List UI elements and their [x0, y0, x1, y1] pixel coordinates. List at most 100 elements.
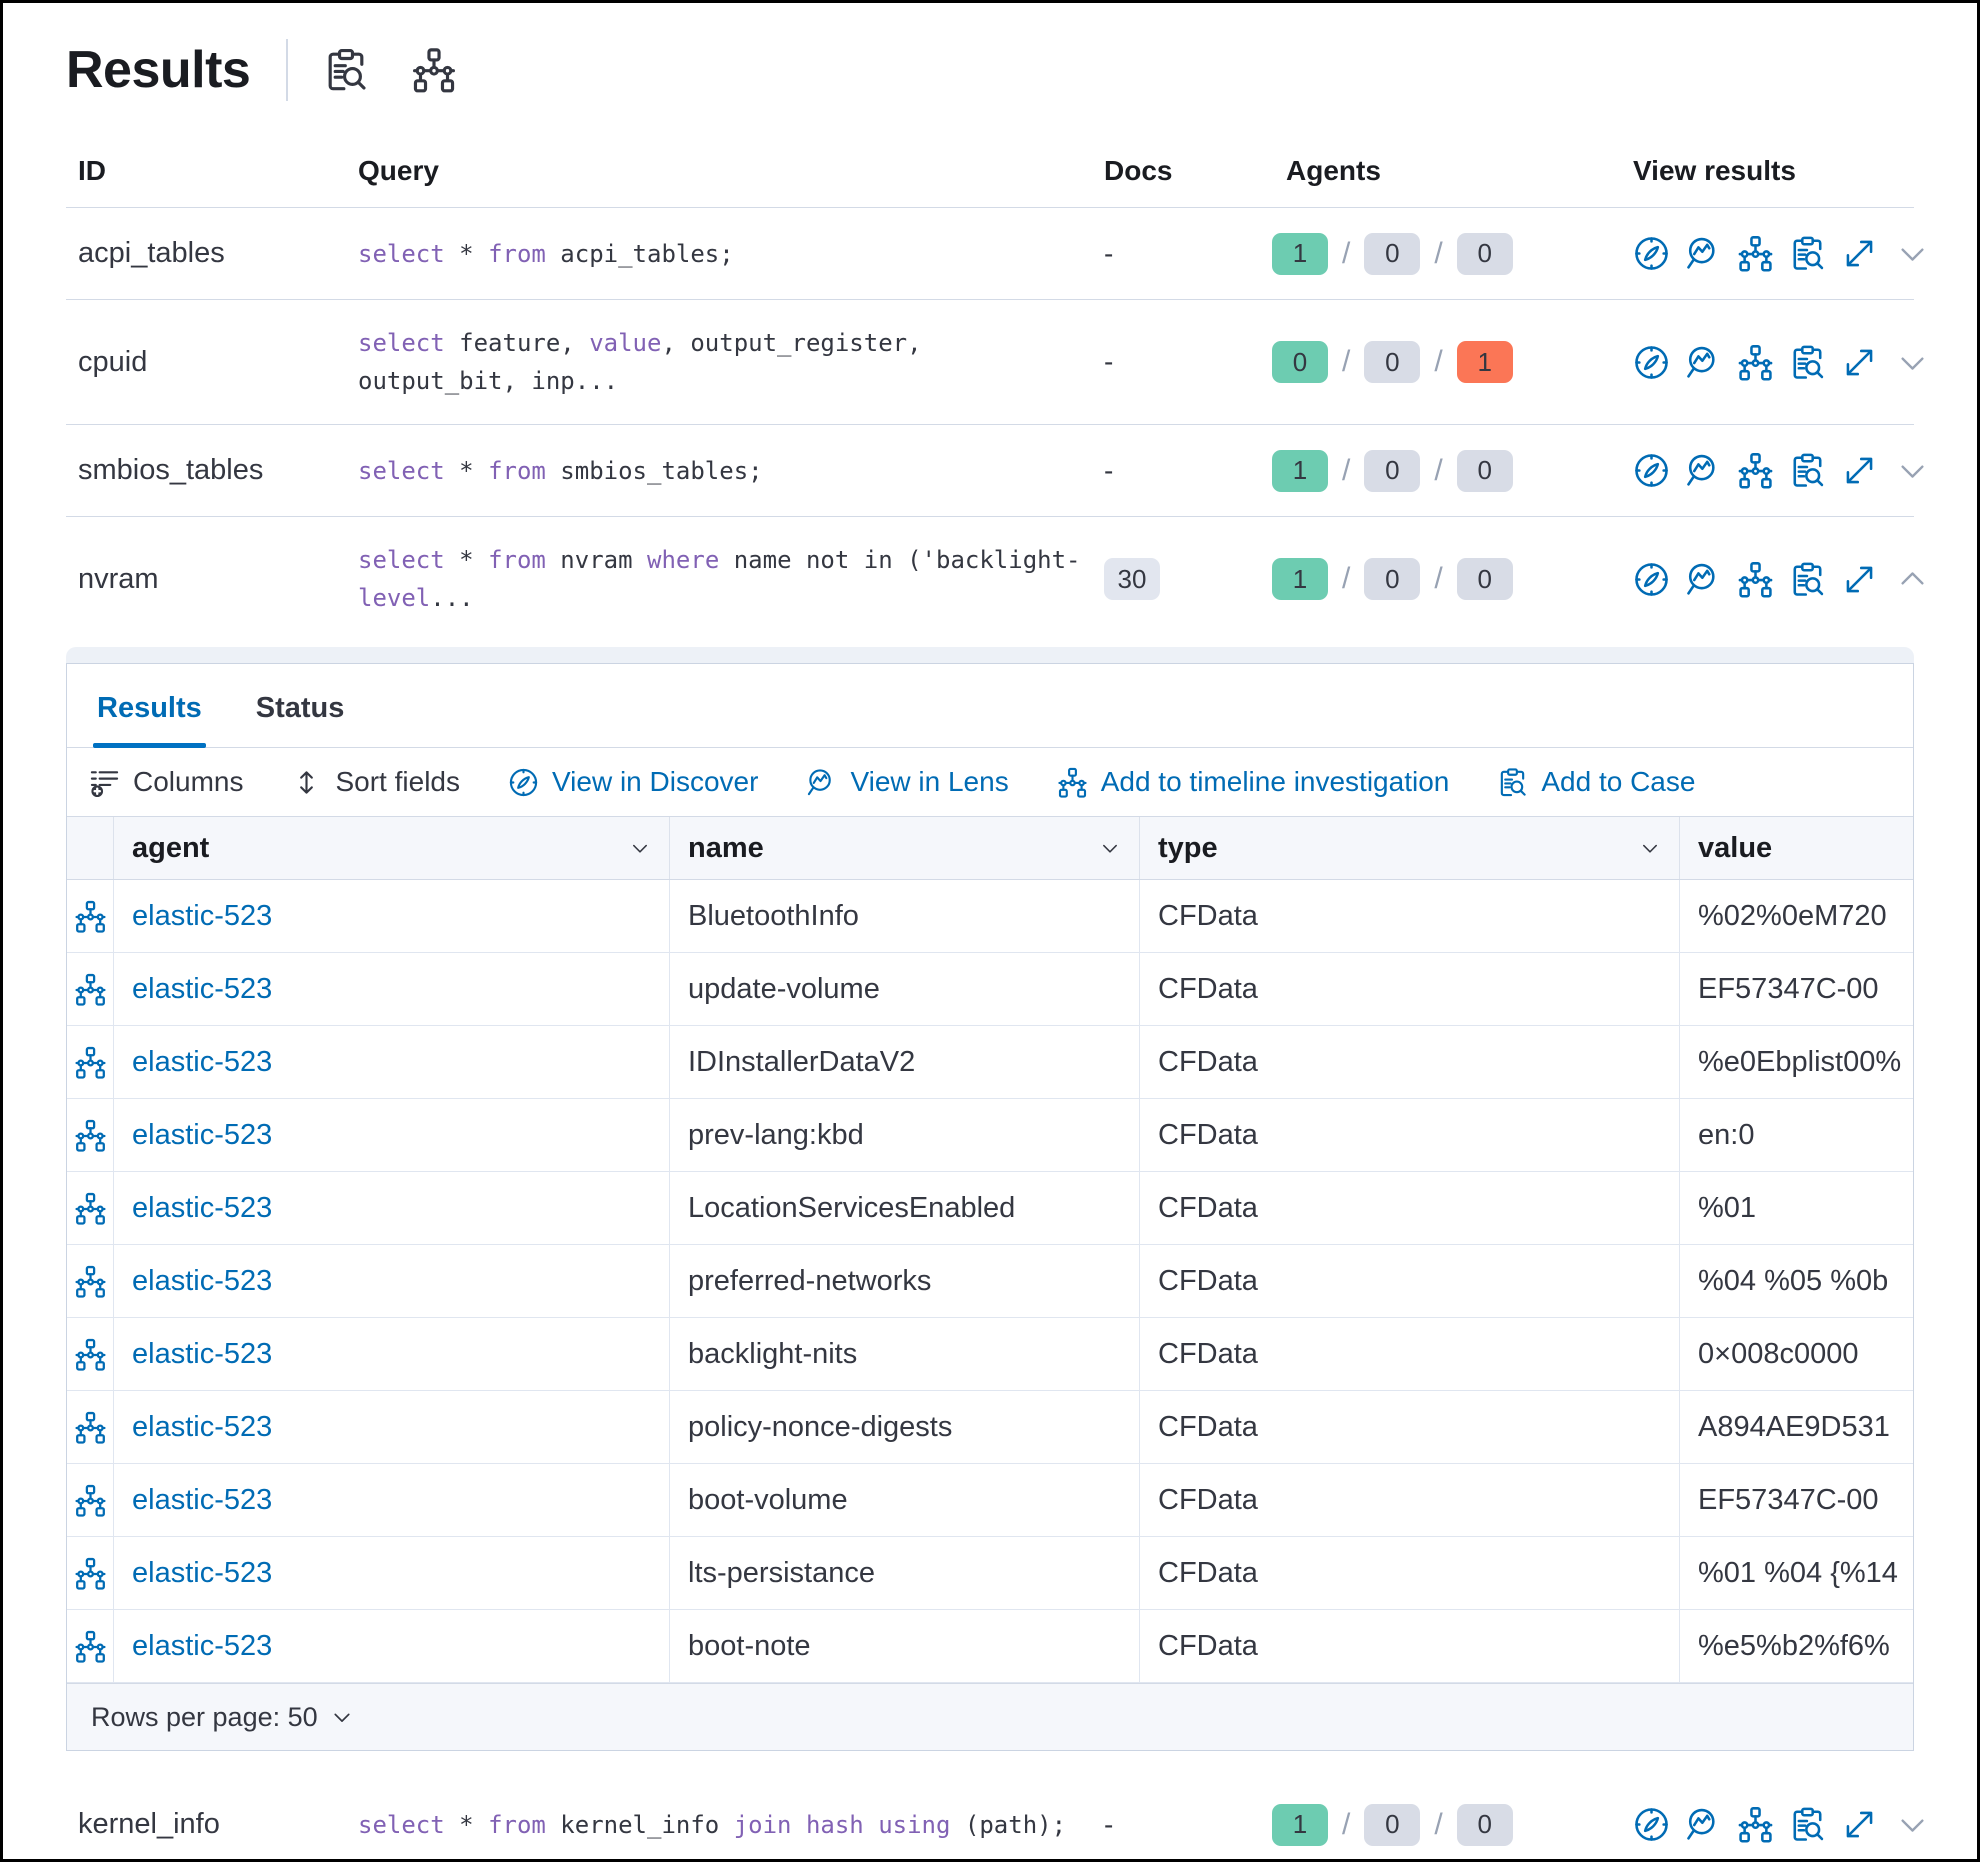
expand-results-icon[interactable] [1841, 344, 1878, 381]
title-divider [286, 39, 289, 101]
column-header-id: ID [78, 155, 106, 186]
agent-link[interactable]: elastic-523 [132, 1264, 273, 1297]
expand-results-icon[interactable] [1841, 1806, 1878, 1843]
columns-button[interactable]: Columns [89, 766, 243, 798]
column-header-query: Query [358, 155, 439, 186]
expand-row-chevron-down-icon[interactable] [1895, 236, 1930, 271]
agents-default-badge: 0 [1456, 558, 1513, 600]
rows-per-page-button[interactable]: Rows per page: 50 [91, 1702, 354, 1733]
agent-link[interactable]: elastic-523 [132, 1483, 273, 1516]
expand-row-chevron-down-icon[interactable] [1895, 453, 1930, 488]
add-to-timeline-icon[interactable] [74, 1119, 107, 1152]
expand-row-chevron-down-icon[interactable] [1895, 1807, 1930, 1842]
column-header-name[interactable]: name [669, 817, 1139, 879]
view-in-discover-icon[interactable] [1633, 344, 1670, 381]
add-to-timeline-icon[interactable] [74, 1265, 107, 1298]
agent-link[interactable]: elastic-523 [132, 1629, 273, 1662]
value-cell: %e5%b2%f6% [1679, 1610, 1913, 1682]
agents-success-badge: 1 [1272, 449, 1328, 492]
view-results-actions [1623, 235, 1930, 272]
view-in-lens-icon[interactable] [1685, 561, 1722, 598]
agent-link[interactable]: elastic-523 [132, 1045, 273, 1078]
agent-link[interactable]: elastic-523 [132, 1337, 273, 1370]
agent-link[interactable]: elastic-523 [132, 1191, 273, 1224]
inspect-results-icon[interactable] [322, 46, 370, 94]
tab-results[interactable]: Results [93, 664, 206, 748]
add-to-timeline-icon[interactable] [74, 1338, 107, 1371]
add-to-timeline-icon[interactable] [74, 1046, 107, 1079]
view-in-discover-button[interactable]: View in Discover [508, 766, 758, 798]
expand-results-icon[interactable] [1841, 561, 1878, 598]
expand-row-chevron-down-icon[interactable] [1895, 345, 1930, 380]
sql-text: name not in ('backlight- [719, 546, 1081, 574]
view-in-lens-icon[interactable] [1685, 235, 1722, 272]
sql-text: feature, [444, 329, 590, 357]
row-actions-cell [67, 1026, 113, 1098]
add-to-case-button[interactable]: Add to Case [1497, 766, 1695, 798]
sql-text: * [444, 239, 489, 268]
view-details-icon[interactable] [1789, 235, 1826, 272]
collapse-row-chevron-up-icon[interactable] [1895, 562, 1930, 597]
view-details-icon[interactable] [1789, 561, 1826, 598]
column-actions-chevron-down-icon[interactable] [1099, 837, 1121, 859]
type-cell: CFData [1139, 1099, 1679, 1171]
add-to-timeline-investigation-button[interactable]: Add to timeline investigation [1057, 766, 1449, 798]
name-cell: lts-persistance [669, 1537, 1139, 1609]
add-to-timeline-icon[interactable] [1737, 344, 1774, 381]
add-to-timeline-icon[interactable] [1737, 452, 1774, 489]
add-to-timeline-icon[interactable] [74, 1630, 107, 1663]
add-to-timeline-icon[interactable] [74, 900, 107, 933]
add-to-timeline-icon[interactable] [1737, 561, 1774, 598]
agent-link[interactable]: elastic-523 [132, 899, 273, 932]
view-details-icon[interactable] [1789, 344, 1826, 381]
agent-link[interactable]: elastic-523 [132, 1410, 273, 1443]
add-to-timeline-icon[interactable] [74, 1484, 107, 1517]
view-details-icon[interactable] [1789, 452, 1826, 489]
sql-text: kernel_info [545, 1810, 734, 1839]
sort-fields-button[interactable]: Sort fields [291, 766, 460, 798]
view-details-icon[interactable] [1789, 1806, 1826, 1843]
agent-cell: elastic-523 [113, 880, 669, 952]
add-to-timeline-icon[interactable] [74, 973, 107, 1006]
add-to-timeline-icon[interactable] [1737, 235, 1774, 272]
agent-link[interactable]: elastic-523 [132, 1556, 273, 1589]
view-timelines-icon[interactable] [410, 46, 458, 94]
value-cell: %04 %05 %0b [1679, 1245, 1913, 1317]
add-to-timeline-icon[interactable] [74, 1411, 107, 1444]
type-cell: CFData [1139, 1537, 1679, 1609]
result-row: elastic-523 IDInstallerDataV2 CFData %e0Ebp… [67, 1026, 1913, 1099]
add-to-timeline-icon[interactable] [74, 1557, 107, 1590]
agents-separator: / [1342, 562, 1351, 595]
sql-keyword: using [878, 1810, 951, 1839]
expand-results-icon[interactable] [1841, 452, 1878, 489]
column-actions-chevron-down-icon[interactable] [629, 837, 651, 859]
column-header-value[interactable]: value [1679, 817, 1913, 879]
view-in-lens-icon[interactable] [1685, 452, 1722, 489]
column-actions-chevron-down-icon[interactable] [1639, 837, 1661, 859]
add-to-timeline-icon[interactable] [74, 1192, 107, 1225]
value-cell: EF57347C-00 [1679, 1464, 1913, 1536]
view-in-discover-icon[interactable] [1633, 235, 1670, 272]
nvram-expanded-content: Results Status Columns Sort fields View in … [66, 647, 1914, 1751]
expanded-row-gap [66, 647, 1914, 663]
panel-tabs: Results Status [67, 664, 1913, 748]
view-in-discover-icon[interactable] [1633, 561, 1670, 598]
expand-results-icon[interactable] [1841, 235, 1878, 272]
agent-link[interactable]: elastic-523 [132, 972, 273, 1005]
column-header-agent[interactable]: agent [113, 817, 669, 879]
name-cell: prev-lang:kbd [669, 1099, 1139, 1171]
result-row: elastic-523 preferred-networks CFData %04 %… [67, 1245, 1913, 1318]
add-to-timeline-icon[interactable] [1737, 1806, 1774, 1843]
view-in-discover-icon[interactable] [1633, 452, 1670, 489]
view-in-lens-button[interactable]: View in Lens [806, 766, 1009, 798]
view-in-discover-icon[interactable] [1633, 1806, 1670, 1843]
query-id: nvram [78, 562, 159, 595]
column-header-type[interactable]: type [1139, 817, 1679, 879]
agent-link[interactable]: elastic-523 [132, 1118, 273, 1151]
tab-status[interactable]: Status [255, 692, 345, 724]
value-cell: %01 %04 {%14 [1679, 1537, 1913, 1609]
view-in-lens-icon[interactable] [1685, 1806, 1722, 1843]
query-row-acpi_tables: acpi_tables select * from acpi_tables; -1/… [66, 208, 1924, 300]
view-in-lens-icon[interactable] [1685, 344, 1722, 381]
